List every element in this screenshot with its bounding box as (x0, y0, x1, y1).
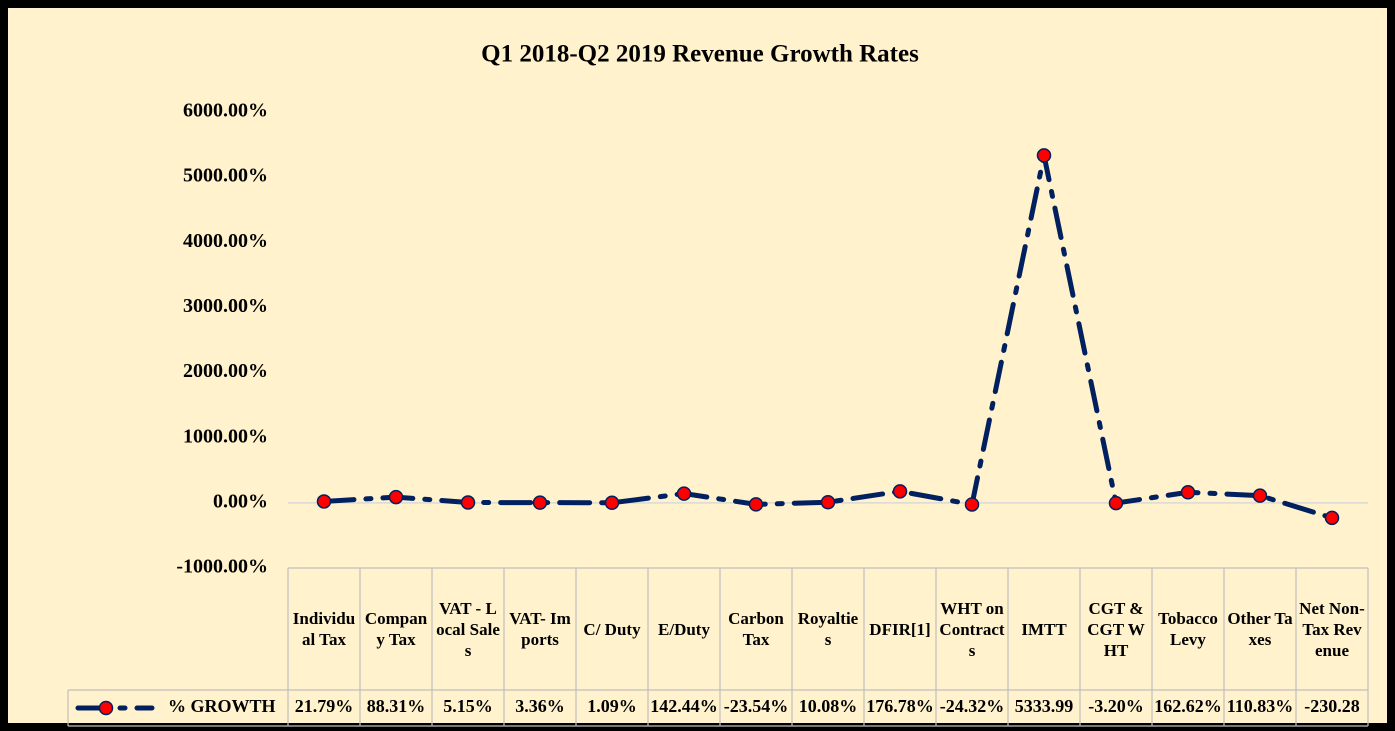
x-tick-label: CGT & CGT WHT (1087, 598, 1145, 660)
category-cell: Company Tax (364, 609, 428, 649)
y-tick-label: 4000.00% (183, 230, 268, 252)
marker (388, 489, 404, 505)
y-tick-label: 0.00% (213, 490, 268, 512)
marker (604, 495, 620, 511)
category-cell: Carbon Tax (728, 609, 784, 649)
category-cell: CGT & CGT WHT (1087, 598, 1145, 660)
data-label: -3.20% (1088, 696, 1144, 716)
data-label: 176.78% (866, 696, 934, 716)
x-tick-label: E/Duty (658, 619, 710, 639)
data-label: 88.31% (367, 696, 426, 716)
data-label: -24.32% (940, 696, 1005, 716)
category-cell: Royalties (797, 609, 859, 649)
marker (460, 495, 476, 510)
x-tick-label: IMTT (1021, 619, 1067, 639)
data-label: -230.28 (1304, 696, 1360, 716)
x-tick-label: DFIR[1] (869, 619, 931, 639)
data-label: -23.54% (724, 696, 789, 716)
marker (532, 495, 548, 510)
data-label: 21.79% (295, 696, 354, 716)
category-cell: IMTT (1021, 619, 1067, 639)
marker (1252, 488, 1268, 503)
x-tick-label: VAT - Local Sales (436, 598, 500, 660)
line (321, 154, 1335, 521)
category-cell: DFIR[1] (869, 619, 931, 639)
category-cell: E/Duty (658, 619, 710, 639)
y-tick-label: 2000.00% (183, 360, 268, 382)
data-label: 5333.99 (1015, 696, 1074, 716)
data-label: 162.62% (1154, 696, 1222, 716)
y-tick-label: 6000.00% (183, 100, 268, 122)
marker (964, 497, 980, 512)
category-cell: Other Taxes (1227, 609, 1293, 649)
category-cell: Net Non-Tax Revenue (1299, 598, 1365, 660)
y-tick-label: 5000.00% (183, 165, 268, 187)
category-cell: Tobacco Levy (1158, 609, 1218, 649)
category-cell: VAT- Imports (509, 609, 571, 649)
marker (1108, 495, 1124, 511)
x-tick-label: Other Taxes (1227, 609, 1293, 649)
x-tick-label: WHT on Contracts (939, 598, 1005, 660)
category-cell: Individual Tax (292, 609, 356, 649)
marker (1324, 510, 1340, 526)
chart-title: Q1 2018-Q2 2019 Revenue Growth Rates (481, 41, 919, 68)
marker (1180, 485, 1196, 500)
category-cell: C/ Duty (583, 619, 641, 639)
x-tick-label: Company Tax (364, 609, 428, 649)
marker (316, 494, 332, 509)
x-tick-label: VAT- Imports (509, 609, 571, 649)
category-cell: VAT - Local Sales (436, 598, 500, 660)
y-tick-label: 1000.00% (183, 425, 268, 447)
x-tick-label: Individual Tax (292, 609, 356, 649)
marker (1036, 148, 1052, 163)
x-tick-label: Net Non-Tax Revenue (1299, 598, 1365, 660)
data-label: 142.44% (650, 696, 718, 716)
marker (676, 486, 692, 501)
y-tick-label: 3000.00% (183, 295, 268, 317)
marker (820, 494, 836, 510)
data-label: 3.36% (515, 696, 565, 716)
data-label: 10.08% (799, 696, 858, 716)
marker (892, 484, 908, 499)
x-tick-label: C/ Duty (583, 619, 641, 639)
data-label: 110.83% (1227, 696, 1294, 716)
x-tick-label: Carbon Tax (728, 609, 784, 649)
legend-label: % GROWTH (168, 696, 276, 716)
x-tick-label: Royalties (797, 609, 859, 649)
x-tick-label: Tobacco Levy (1158, 609, 1218, 649)
legend-marker (98, 700, 114, 716)
category-cell: WHT on Contracts (939, 598, 1005, 660)
data-label: 5.15% (443, 696, 493, 716)
y-tick-label: -1000.00% (176, 556, 268, 578)
marker (748, 497, 764, 512)
data-label: 1.09% (587, 696, 637, 716)
